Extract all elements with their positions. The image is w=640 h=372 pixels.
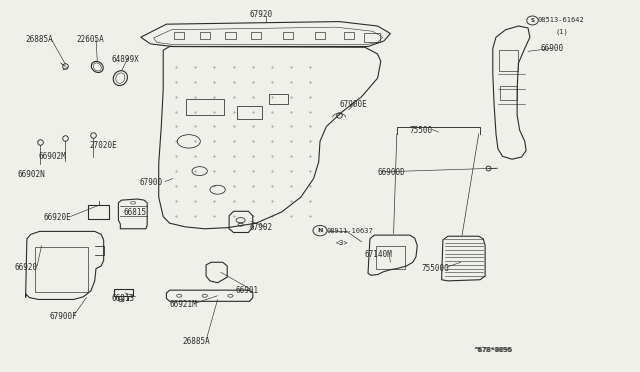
Text: 75500: 75500 [410,126,433,135]
Text: N: N [317,228,323,233]
Text: (1): (1) [556,28,568,35]
Text: 22605A: 22605A [77,35,104,44]
Text: S: S [531,18,534,23]
Text: 26885A: 26885A [26,35,53,44]
Text: <3>: <3> [336,240,349,246]
Text: 67920: 67920 [250,10,273,19]
Text: 67900F: 67900F [50,312,77,321]
Text: 26885A: 26885A [182,337,210,346]
Text: 66920E: 66920E [44,213,71,222]
Text: ^678*0096: ^678*0096 [475,347,513,353]
Text: 64899X: 64899X [112,55,140,64]
Text: 66920: 66920 [14,263,37,272]
Text: 66921M: 66921M [170,300,197,309]
Text: 27020E: 27020E [90,141,117,150]
Text: 66901: 66901 [236,286,259,295]
Text: 66900: 66900 [541,44,564,53]
Text: 66815: 66815 [124,208,147,217]
Text: 66913: 66913 [112,294,135,303]
Text: ^678*0096: ^678*0096 [474,347,512,353]
Text: 75500G: 75500G [421,264,449,273]
Text: 67140M: 67140M [365,250,392,259]
Text: 66900D: 66900D [378,169,405,177]
Text: 67902: 67902 [250,223,273,232]
Text: 66902N: 66902N [18,170,45,179]
Text: 67900E: 67900E [339,100,367,109]
Text: 66902M: 66902M [38,152,66,161]
Text: 08911-10637: 08911-10637 [326,228,373,234]
Text: 67900: 67900 [140,178,163,187]
Text: 08513-61642: 08513-61642 [538,17,584,23]
